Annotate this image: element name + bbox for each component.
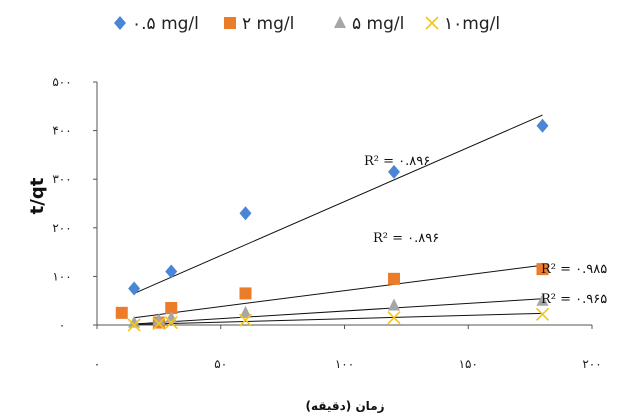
legend-label-series-3: ۵ mg/l	[352, 14, 404, 34]
data-point-series-3	[536, 293, 549, 306]
legend-marker-series-2	[224, 17, 236, 29]
data-point-series-4	[238, 313, 253, 327]
legend-item-series-4: ۱۰mg/l	[425, 14, 500, 34]
data-point-series-4	[152, 316, 166, 331]
y-axis-title: t/qt	[27, 177, 48, 214]
x-axis-title: زمان (دقیقه)	[305, 399, 384, 413]
x-tick-label: ۲۰۰	[582, 357, 601, 371]
data-point-series-4	[535, 307, 550, 321]
trendlines	[133, 114, 543, 326]
data-point-series-4	[127, 318, 141, 332]
legend-item-series-2: ۲ mg/l	[224, 14, 294, 34]
y-tick-label: ۰	[59, 318, 65, 332]
x-tick-label: ۵۰	[214, 357, 227, 371]
data-point-series-1	[239, 206, 252, 221]
data-point-series-1	[165, 264, 178, 279]
legend-label-series-1: ۰.۵ mg/l	[132, 14, 199, 34]
legend-marker-series-4	[425, 16, 439, 30]
data-point-series-2	[239, 287, 252, 300]
data-point-series-2	[165, 301, 178, 314]
legend-item-series-1: ۰.۵ mg/l	[114, 14, 199, 34]
data-point-series-2	[536, 263, 549, 276]
y-ticks: ۰ ۱۰۰ ۲۰۰ ۳۰۰ ۴۰۰ ۵۰۰	[52, 75, 97, 332]
data-point-series-3	[239, 305, 252, 318]
legend-label-series-4: ۱۰mg/l	[444, 14, 500, 34]
trendline-series-2	[134, 264, 543, 319]
trendline-series-1	[133, 114, 543, 294]
legend-item-series-3: ۵ mg/l	[334, 14, 404, 34]
y-tick-label: ۵۰۰	[52, 75, 71, 89]
trendline-series-4	[134, 312, 543, 326]
legend-label-series-2: ۲ mg/l	[242, 14, 294, 34]
r2-label-series-2: R² = ۰.۸۹۶	[373, 231, 439, 246]
axes	[96, 82, 592, 326]
data-point-series-1	[128, 281, 141, 296]
r2-label-series-3: R² = ۰.۹۸۵	[541, 262, 607, 277]
r2-labels: R² = ۰.۸۹۶ R² = ۰.۸۹۶ R² = ۰.۹۸۵ R² = ۰.۹۶۵	[364, 154, 607, 307]
y-tick-label: ۴۰۰	[52, 124, 71, 138]
x-tick-label: ۱۵۰	[459, 357, 478, 371]
data-point-series-3	[128, 315, 141, 328]
legend: ۰.۵ mg/l ۲ mg/l ۵ mg/l ۱۰mg/l	[114, 14, 500, 34]
r2-label-series-1: R² = ۰.۸۹۶	[364, 154, 430, 169]
y-tick-label: ۱۰۰	[52, 269, 71, 283]
data-point-series-3	[388, 298, 400, 311]
legend-marker-series-1	[114, 16, 126, 30]
x-ticks: ۰ ۵۰ ۱۰۰ ۱۵۰ ۲۰۰	[94, 325, 602, 371]
x-tick-label: ۱۰۰	[335, 357, 354, 371]
y-tick-label: ۲۰۰	[52, 221, 71, 235]
data-point-series-2	[388, 272, 400, 285]
data-point-series-1	[388, 164, 400, 179]
data-point-series-4	[387, 311, 401, 325]
data-point-series-3	[152, 313, 165, 326]
y-tick-label: ۳۰۰	[52, 172, 71, 186]
data-point-series-1	[536, 118, 549, 133]
data-point-series-4	[164, 316, 178, 330]
x-tick-label: ۰	[94, 357, 100, 371]
legend-marker-series-3	[334, 16, 346, 28]
r2-label-series-4: R² = ۰.۹۶۵	[541, 292, 607, 307]
trendline-series-3	[134, 298, 543, 325]
data-point-series-2	[115, 306, 128, 319]
data-points	[115, 118, 550, 332]
